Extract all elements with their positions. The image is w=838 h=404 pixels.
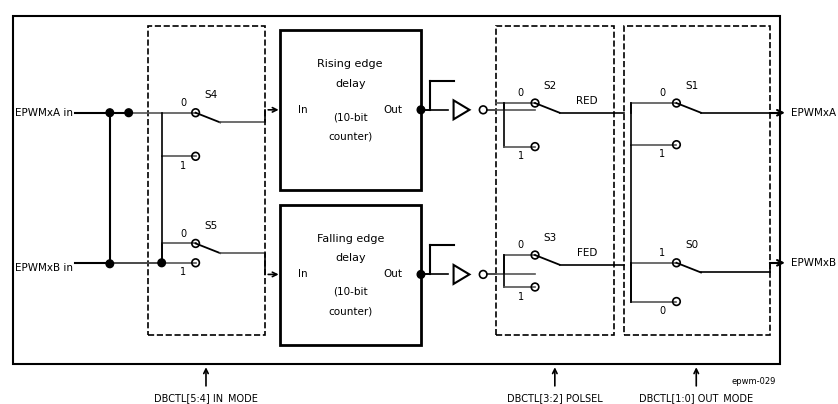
Circle shape: [158, 259, 165, 267]
Text: 1: 1: [659, 149, 665, 159]
Text: 1: 1: [180, 161, 186, 171]
Text: (10-bit: (10-bit: [333, 287, 368, 297]
Text: EPWMxA: EPWMxA: [791, 108, 836, 118]
Text: 0: 0: [518, 88, 524, 98]
Text: (10-bit: (10-bit: [333, 113, 368, 122]
Circle shape: [417, 106, 425, 114]
Text: 1: 1: [518, 292, 524, 302]
Text: In: In: [298, 269, 308, 280]
Text: EPWMxA in: EPWMxA in: [14, 108, 73, 118]
Circle shape: [106, 109, 114, 117]
Text: 1: 1: [518, 152, 524, 161]
Text: delay: delay: [335, 253, 365, 263]
Text: 1: 1: [180, 267, 186, 278]
Text: Rising edge: Rising edge: [318, 59, 383, 69]
Bar: [496, 25, 614, 335]
Circle shape: [125, 109, 132, 117]
Text: 0: 0: [180, 229, 186, 239]
Circle shape: [106, 260, 114, 267]
Text: 0: 0: [518, 240, 524, 250]
Text: EPWMxB in: EPWMxB in: [14, 263, 73, 273]
Text: delay: delay: [335, 79, 365, 89]
Text: 0: 0: [659, 88, 665, 98]
Text: RED: RED: [576, 96, 597, 106]
Text: DBCTL[3:2] POLSEL: DBCTL[3:2] POLSEL: [507, 393, 603, 403]
Bar: [280, 30, 421, 190]
Text: S0: S0: [685, 240, 698, 250]
Text: 1: 1: [659, 248, 665, 258]
Text: 0: 0: [180, 98, 186, 108]
Text: Out: Out: [383, 105, 402, 115]
Text: epwm-029: epwm-029: [731, 377, 775, 386]
Text: Falling edge: Falling edge: [317, 234, 384, 244]
Text: S1: S1: [685, 81, 698, 90]
Bar: [280, 205, 421, 345]
Text: DBCTL[5:4] IN_MODE: DBCTL[5:4] IN_MODE: [154, 393, 258, 404]
Text: counter): counter): [328, 306, 372, 316]
Text: S5: S5: [204, 221, 217, 231]
Text: 0: 0: [659, 306, 665, 316]
Text: Out: Out: [383, 269, 402, 280]
Text: S3: S3: [544, 233, 556, 243]
Text: S2: S2: [544, 81, 556, 90]
Bar: [623, 25, 770, 335]
Text: counter): counter): [328, 132, 372, 142]
Text: DBCTL[1:0] OUT_MODE: DBCTL[1:0] OUT_MODE: [639, 393, 753, 404]
Text: In: In: [298, 105, 308, 115]
Text: S4: S4: [204, 90, 217, 100]
Text: EPWMxB: EPWMxB: [791, 258, 836, 268]
Circle shape: [417, 271, 425, 278]
Bar: [13, 16, 780, 364]
Text: FED: FED: [577, 248, 597, 258]
Bar: [147, 25, 266, 335]
